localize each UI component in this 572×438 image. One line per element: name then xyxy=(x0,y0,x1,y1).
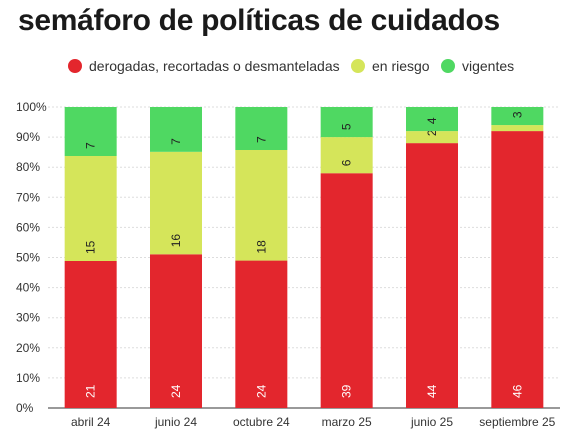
value-label: 18 xyxy=(254,240,268,254)
bar-segment xyxy=(320,107,373,138)
value-label: 39 xyxy=(340,384,354,398)
y-tick-label: 30% xyxy=(16,311,40,325)
x-tick-label: septiembre 25 xyxy=(479,415,555,429)
bar-segment xyxy=(64,261,117,408)
y-tick-label: 70% xyxy=(16,190,40,204)
value-label: 4 xyxy=(425,117,439,124)
bar-segment xyxy=(64,156,117,261)
y-tick-label: 0% xyxy=(16,401,34,415)
legend-label-en-riesgo: en riesgo xyxy=(372,58,430,74)
legend-item-vigentes: vigentes xyxy=(441,58,514,74)
bar-segment xyxy=(406,107,458,132)
value-label: 7 xyxy=(169,138,183,145)
legend-item-en-riesgo: en riesgo xyxy=(351,58,430,74)
bar-segment xyxy=(491,107,544,126)
bar-segment xyxy=(235,260,288,408)
y-tick-label: 20% xyxy=(16,341,40,355)
x-tick-label: octubre 24 xyxy=(233,415,290,429)
legend-swatch-vigentes xyxy=(441,59,455,73)
bar-segment xyxy=(406,143,458,408)
y-tick-label: 50% xyxy=(16,251,40,265)
bar-segment xyxy=(235,150,288,261)
value-label: 6 xyxy=(340,159,354,166)
legend-label-vigentes: vigentes xyxy=(462,58,515,74)
value-label: 15 xyxy=(84,240,98,254)
bar-segment xyxy=(406,131,458,144)
legend-label-derogadas: derogadas, recortadas o desmanteladas xyxy=(89,58,340,74)
y-tick-label: 80% xyxy=(16,160,40,174)
x-tick-label: junio 25 xyxy=(410,415,453,429)
y-tick-label: 90% xyxy=(16,130,40,144)
bar-segment xyxy=(491,131,544,408)
legend-swatch-en-riesgo xyxy=(351,59,365,73)
bar-segment xyxy=(64,107,117,156)
x-tick-label: abril 24 xyxy=(71,415,111,429)
bar-segment xyxy=(320,137,373,174)
bar-segment xyxy=(150,151,202,255)
value-label: 5 xyxy=(340,123,354,130)
bar-segment xyxy=(150,107,202,152)
legend-swatch-derogadas xyxy=(68,59,82,73)
value-label: 24 xyxy=(254,384,268,398)
value-label: 3 xyxy=(510,111,524,118)
bar-segment xyxy=(150,254,202,408)
value-label: 2 xyxy=(425,129,439,136)
value-label: 46 xyxy=(510,384,524,398)
value-label: 7 xyxy=(84,142,98,149)
y-tick-label: 100% xyxy=(16,100,47,114)
x-tick-label: junio 24 xyxy=(154,415,197,429)
value-label: 16 xyxy=(169,234,183,248)
value-label: 24 xyxy=(169,384,183,398)
y-tick-label: 40% xyxy=(16,281,40,295)
value-label: 7 xyxy=(254,136,268,143)
legend-item-derogadas: derogadas, recortadas o desmanteladas xyxy=(68,58,340,74)
y-tick-label: 60% xyxy=(16,220,40,234)
value-label: 44 xyxy=(425,384,439,398)
bar-segment xyxy=(491,125,544,132)
bar-segment xyxy=(320,173,373,408)
chart-title: semáforo de políticas de cuidados xyxy=(18,4,500,37)
y-tick-label: 10% xyxy=(16,371,40,385)
bar-segment xyxy=(235,107,288,150)
x-tick-label: marzo 25 xyxy=(322,415,372,429)
value-label: 21 xyxy=(84,384,98,398)
legend: derogadas, recortadas o desmanteladas en… xyxy=(0,58,572,80)
